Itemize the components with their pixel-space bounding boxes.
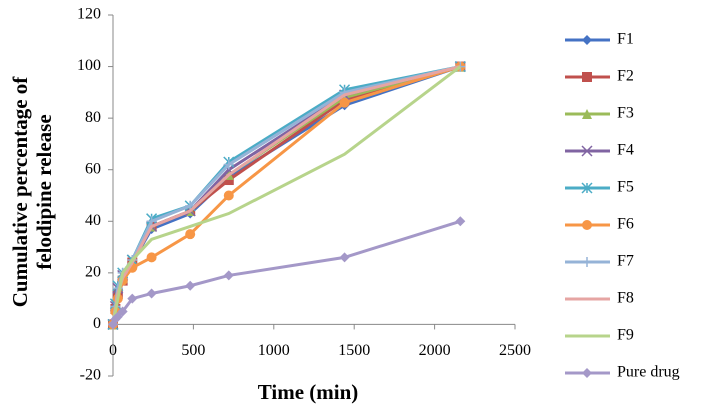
y-tick-label: 80 [85,109,101,126]
x-tick-label: 1500 [338,342,370,359]
data-point [339,97,350,108]
data-point [117,306,128,317]
data-point [223,190,234,201]
legend-label: F6 [617,216,634,233]
y-tick-label: 60 [85,160,101,177]
data-point [455,216,466,227]
legend-marker [582,257,592,267]
y-tick-label: 40 [85,212,101,229]
legend-marker [582,72,592,82]
data-point [223,175,234,186]
data-point [127,293,138,304]
legend-label: F8 [617,290,634,307]
data-point [146,288,157,299]
legend-label: F9 [617,327,634,344]
data-point [146,216,157,227]
x-tick-label: 500 [181,342,205,359]
data-point [339,252,350,263]
y-axis-title-line: Cumulative percentage of [8,76,32,308]
data-point [223,270,234,281]
series-line [111,65,462,325]
legend-marker [582,368,592,378]
legend-label: F5 [617,179,634,196]
y-tick-label: 100 [77,57,101,74]
y-tick-label: -20 [80,367,101,384]
legend-marker [582,109,592,119]
y-axis-title-line: felodipine release [32,114,56,269]
legend-label: F4 [617,142,634,159]
x-tick-label: 0 [109,342,117,359]
legend-label: F2 [617,68,634,85]
data-point [185,280,196,291]
y-tick-label: 0 [93,315,101,332]
data-point [185,229,196,240]
legend-label: F3 [617,105,634,122]
y-axis-title: Cumulative percentage of felodipine rele… [8,76,56,308]
data-point [223,159,234,170]
legend-label: Pure drug [617,364,680,381]
x-tick-label: 2000 [419,342,451,359]
data-point [146,252,157,263]
legend-marker [581,182,593,194]
legend-marker [582,220,592,230]
series-line [111,219,461,326]
legend-marker [582,35,592,45]
x-axis-title: Time (min) [258,380,359,404]
legend-marker [581,145,593,157]
legend-label: F1 [617,31,634,48]
x-tick-label: 1000 [258,342,290,359]
x-tick-label: 2500 [499,342,531,359]
legend-label: F7 [617,253,634,270]
y-tick-label: 20 [85,264,101,281]
y-tick-label: 120 [77,6,101,23]
